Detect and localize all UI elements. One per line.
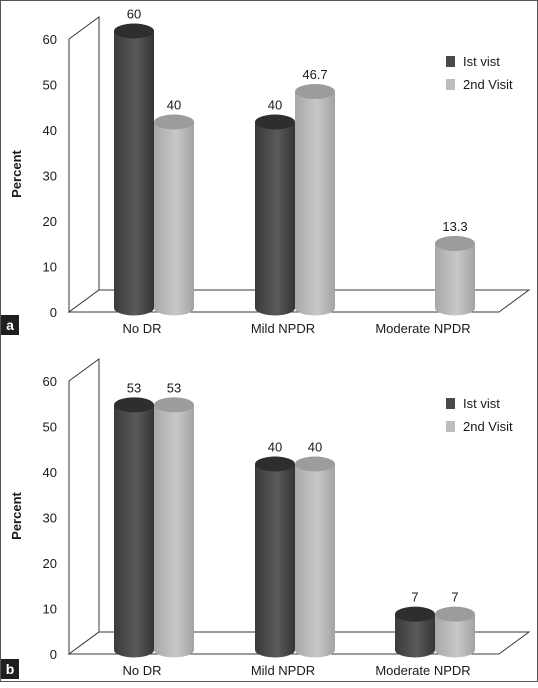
bar-top — [435, 606, 475, 622]
bar-ist-vist — [114, 31, 154, 316]
bar-2nd-visit — [435, 614, 475, 658]
y-tick-label: 0 — [50, 305, 57, 320]
data-label: 40 — [268, 98, 282, 113]
data-label: 40 — [308, 440, 322, 455]
data-label: 7 — [451, 590, 458, 605]
y-tick-label: 30 — [43, 169, 57, 184]
y-axis-label: Percent — [9, 149, 24, 197]
y-axis-label: Percent — [9, 491, 24, 539]
panel-label-box — [1, 315, 19, 335]
legend-swatch — [446, 79, 455, 90]
data-label: 53 — [167, 380, 181, 395]
data-label: 40 — [268, 440, 282, 455]
y-tick-label: 10 — [43, 260, 57, 275]
data-label: 46.7 — [302, 67, 327, 82]
bar-ist-vist — [395, 614, 435, 658]
bar-2nd-visit — [154, 122, 194, 316]
legend-swatch — [446, 398, 455, 409]
legend-swatch — [446, 56, 455, 67]
bar-top — [435, 235, 475, 251]
data-label: 13.3 — [442, 219, 467, 234]
bar-top — [255, 456, 295, 472]
legend-label: Ist vist — [463, 54, 500, 69]
x-tick-label: Moderate NPDR — [375, 663, 470, 678]
data-label: 60 — [127, 7, 141, 22]
y-tick-label: 30 — [43, 511, 57, 526]
bar-ist-vist — [255, 122, 295, 316]
bar-top — [295, 84, 335, 100]
bar-top — [154, 114, 194, 130]
y-tick-label: 60 — [43, 32, 57, 47]
side-wall — [68, 16, 100, 313]
x-tick-label: No DR — [122, 321, 161, 336]
legend-swatch — [446, 421, 455, 432]
y-tick-label: 50 — [43, 420, 57, 435]
x-tick-label: Mild NPDR — [251, 321, 315, 336]
bar-2nd-visit — [295, 91, 335, 316]
bar-2nd-visit — [435, 243, 475, 316]
y-tick-label: 20 — [43, 556, 57, 571]
x-tick-label: No DR — [122, 663, 161, 678]
bar-2nd-visit — [295, 464, 335, 658]
x-tick-label: Mild NPDR — [251, 663, 315, 678]
y-tick-label: 60 — [43, 374, 57, 389]
bar-top — [114, 23, 154, 39]
bar-ist-vist — [114, 404, 154, 658]
data-label: 40 — [167, 98, 181, 113]
legend-label: Ist vist — [463, 396, 500, 411]
panel-label: a — [6, 317, 14, 333]
y-tick-label: 0 — [50, 647, 57, 662]
y-tick-label: 10 — [43, 602, 57, 617]
x-tick-label: Moderate NPDR — [375, 321, 470, 336]
panel-label-box — [1, 659, 19, 679]
panel-label: b — [6, 661, 15, 677]
y-tick-label: 20 — [43, 214, 57, 229]
bar-top — [295, 456, 335, 472]
bar-top — [395, 606, 435, 622]
data-label: 7 — [411, 590, 418, 605]
bar-top — [255, 114, 295, 130]
side-wall — [68, 358, 100, 655]
bar-2nd-visit — [154, 404, 194, 658]
data-label: 53 — [127, 380, 141, 395]
y-tick-label: 40 — [43, 465, 57, 480]
bar-top — [154, 397, 194, 413]
y-tick-label: 50 — [43, 78, 57, 93]
legend-label: 2nd Visit — [463, 77, 513, 92]
y-tick-label: 40 — [43, 123, 57, 138]
bar-ist-vist — [255, 464, 295, 658]
legend-label: 2nd Visit — [463, 419, 513, 434]
bar-top — [114, 397, 154, 413]
